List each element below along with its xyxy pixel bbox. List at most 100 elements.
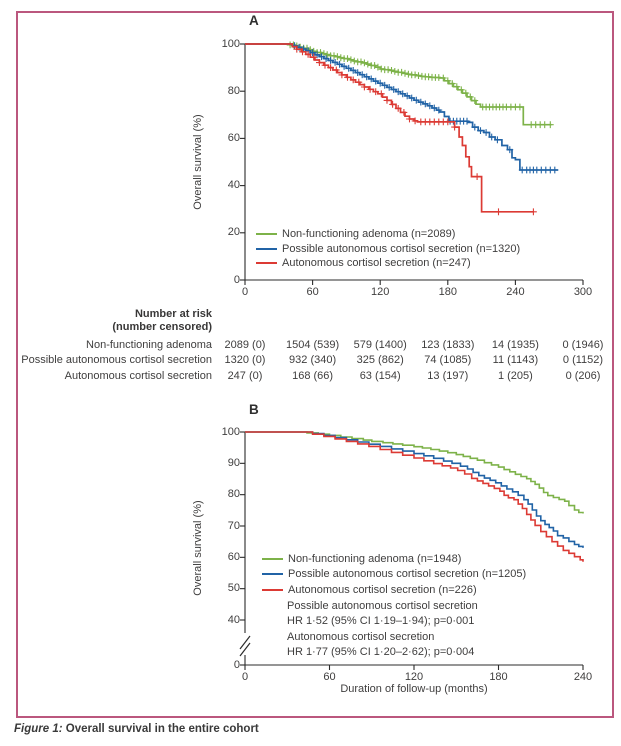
censor-mark-a-possible-autonomous-cortisol-secretion [482, 129, 490, 136]
censor-mark-a-autonomous-cortisol-secretion [451, 123, 458, 131]
panel-b-x-tick-label: 180 [489, 671, 508, 683]
hr-annotation-line: Autonomous cortisol secretion [287, 631, 435, 643]
censor-mark-a-possible-autonomous-cortisol-secretion [309, 49, 316, 57]
censor-mark-a-possible-autonomous-cortisol-secretion [340, 63, 348, 70]
risk-row-label: Autonomous cortisol secretion [64, 370, 212, 382]
panel-b-x-tick-label: 60 [323, 671, 336, 683]
censor-mark-a-possible-autonomous-cortisol-secretion [477, 127, 484, 134]
legend-entry-non-functioning-adenoma: Non-functioning adenoma (n=1948) [262, 552, 461, 566]
panel-a-label: A [249, 13, 259, 28]
censor-mark-a-autonomous-cortisol-secretion [389, 101, 396, 108]
risk-value: 1504 (539) [285, 339, 340, 351]
legend-label: Non-functioning adenoma (n=2089) [282, 228, 456, 240]
censor-mark-a-autonomous-cortisol-secretion [361, 83, 368, 91]
survival-curve-b-non-functioning-adenoma [245, 431, 584, 514]
censor-mark-a-autonomous-cortisol-secretion [394, 105, 402, 112]
panel-a-y-axis-title: Overall survival (%) [192, 114, 204, 210]
censor-mark-a-possible-autonomous-cortisol-secretion [408, 94, 416, 102]
censor-mark-a-possible-autonomous-cortisol-secretion [363, 73, 371, 81]
risk-value: 13 (197) [427, 370, 469, 382]
censor-mark-a-non-functioning-adenoma [364, 60, 372, 68]
panel-a-y-tick-label: 100 [221, 37, 240, 50]
panel-b-axis-break-slash [239, 635, 251, 650]
panel-b-label: B [249, 402, 259, 417]
censor-mark-a-non-functioning-adenoma [330, 52, 338, 60]
censor-mark-a-non-functioning-adenoma [361, 59, 368, 67]
panel-a-x-tick-label: 180 [438, 286, 457, 298]
censor-mark-a-autonomous-cortisol-secretion [332, 66, 340, 74]
panel-b-y-tick-label: 60 [227, 550, 240, 563]
legend-label: Possible autonomous cortisol secretion (… [288, 568, 527, 580]
panel-b-y-tick-label: 0 [233, 658, 240, 671]
censor-mark-a-autonomous-cortisol-secretion [293, 45, 301, 53]
risk-table-header-line1: Number at risk [134, 308, 212, 320]
censor-mark-a-possible-autonomous-cortisol-secretion [494, 136, 501, 144]
censor-mark-a-autonomous-cortisol-secretion [372, 88, 380, 96]
censor-mark-a-autonomous-cortisol-secretion [366, 85, 374, 93]
risk-value: 63 (154) [359, 370, 401, 382]
legend-line-swatch [256, 262, 277, 264]
censor-mark-a-non-functioning-adenoma [466, 93, 474, 101]
panel-a-y-tick-label: 80 [227, 84, 240, 97]
censor-mark-a-possible-autonomous-cortisol-secretion [367, 75, 375, 83]
censor-mark-a-non-functioning-adenoma [350, 57, 358, 65]
risk-value: 0 (206) [565, 370, 601, 382]
censor-mark-a-possible-autonomous-cortisol-secretion [358, 71, 366, 79]
hr-annotation-line: HR 1·52 (95% CI 1·19–1·94); p=0·001 [287, 615, 475, 627]
censor-mark-a-non-functioning-adenoma [411, 71, 419, 79]
censor-mark-a-possible-autonomous-cortisol-secretion [426, 102, 434, 110]
legend-line-swatch [256, 233, 277, 235]
censor-mark-a-autonomous-cortisol-secretion [310, 53, 318, 61]
censor-mark-a-non-functioning-adenoma [334, 53, 341, 61]
censor-mark-a-autonomous-cortisol-secretion [321, 61, 329, 69]
censor-mark-a-autonomous-cortisol-secretion [349, 76, 357, 84]
censor-mark-a-possible-autonomous-cortisol-secretion [345, 64, 353, 72]
panel-a-x-tick-label: 60 [306, 286, 319, 298]
censor-mark-a-autonomous-cortisol-secretion [327, 64, 334, 71]
legend-line-swatch [262, 573, 283, 575]
censor-mark-a-non-functioning-adenoma [453, 83, 461, 91]
censor-mark-a-possible-autonomous-cortisol-secretion [354, 69, 362, 76]
risk-value: 11 (1143) [492, 354, 539, 366]
censor-mark-a-non-functioning-adenoma [457, 86, 465, 94]
censor-mark-a-autonomous-cortisol-secretion [299, 48, 306, 56]
censor-mark-a-autonomous-cortisol-secretion [411, 117, 419, 125]
survival-curve-b-autonomous-cortisol-secretion [245, 431, 584, 562]
censor-mark-a-non-functioning-adenoma [462, 89, 470, 97]
risk-value: 14 (1935) [491, 339, 539, 351]
censor-mark-a-possible-autonomous-cortisol-secretion [385, 84, 393, 91]
censor-mark-a-possible-autonomous-cortisol-secretion [318, 53, 325, 61]
censor-mark-a-non-functioning-adenoma [415, 72, 422, 79]
risk-value: 74 (1085) [424, 354, 472, 366]
censor-mark-a-possible-autonomous-cortisol-secretion [322, 55, 330, 62]
legend-line-swatch [256, 248, 277, 250]
risk-row-label: Possible autonomous cortisol secretion [21, 354, 212, 366]
censor-mark-a-non-functioning-adenoma [398, 68, 405, 76]
panel-b-y-tick-label: 100 [221, 425, 240, 438]
censor-mark-a-non-functioning-adenoma [323, 51, 331, 58]
censor-mark-a-autonomous-cortisol-secretion [377, 90, 385, 98]
censor-mark-a-non-functioning-adenoma [384, 66, 392, 74]
censor-mark-a-non-functioning-adenoma [516, 103, 524, 111]
censor-mark-a-autonomous-cortisol-secretion [444, 118, 452, 126]
censor-mark-a-autonomous-cortisol-secretion [400, 109, 408, 116]
censor-mark-a-possible-autonomous-cortisol-secretion [488, 133, 496, 141]
risk-value: 1 (205) [497, 370, 533, 382]
legend-entry-autonomous-cortisol-secretion: Autonomous cortisol secretion (n=247) [256, 256, 471, 270]
censor-mark-a-possible-autonomous-cortisol-secretion [349, 67, 357, 74]
panel-b-y-tick-label: 90 [227, 456, 240, 469]
figure-caption: Figure 1: Overall survival in the entire… [14, 723, 259, 735]
censor-mark-a-non-functioning-adenoma [448, 80, 456, 87]
censor-mark-a-non-functioning-adenoma [357, 58, 365, 66]
censor-mark-a-possible-autonomous-cortisol-secretion [463, 117, 471, 125]
censor-mark-a-autonomous-cortisol-secretion [344, 73, 351, 81]
risk-value: 1320 (0) [224, 354, 266, 366]
censor-mark-a-non-functioning-adenoma [444, 77, 452, 85]
panel-b-y-tick-label: 70 [227, 519, 240, 532]
risk-table-header-line2: (number censored) [112, 321, 212, 333]
panel-b-y-tick-label: 50 [227, 582, 240, 595]
censor-mark-a-possible-autonomous-cortisol-secretion [403, 92, 411, 100]
censor-mark-a-possible-autonomous-cortisol-secretion [506, 146, 514, 154]
